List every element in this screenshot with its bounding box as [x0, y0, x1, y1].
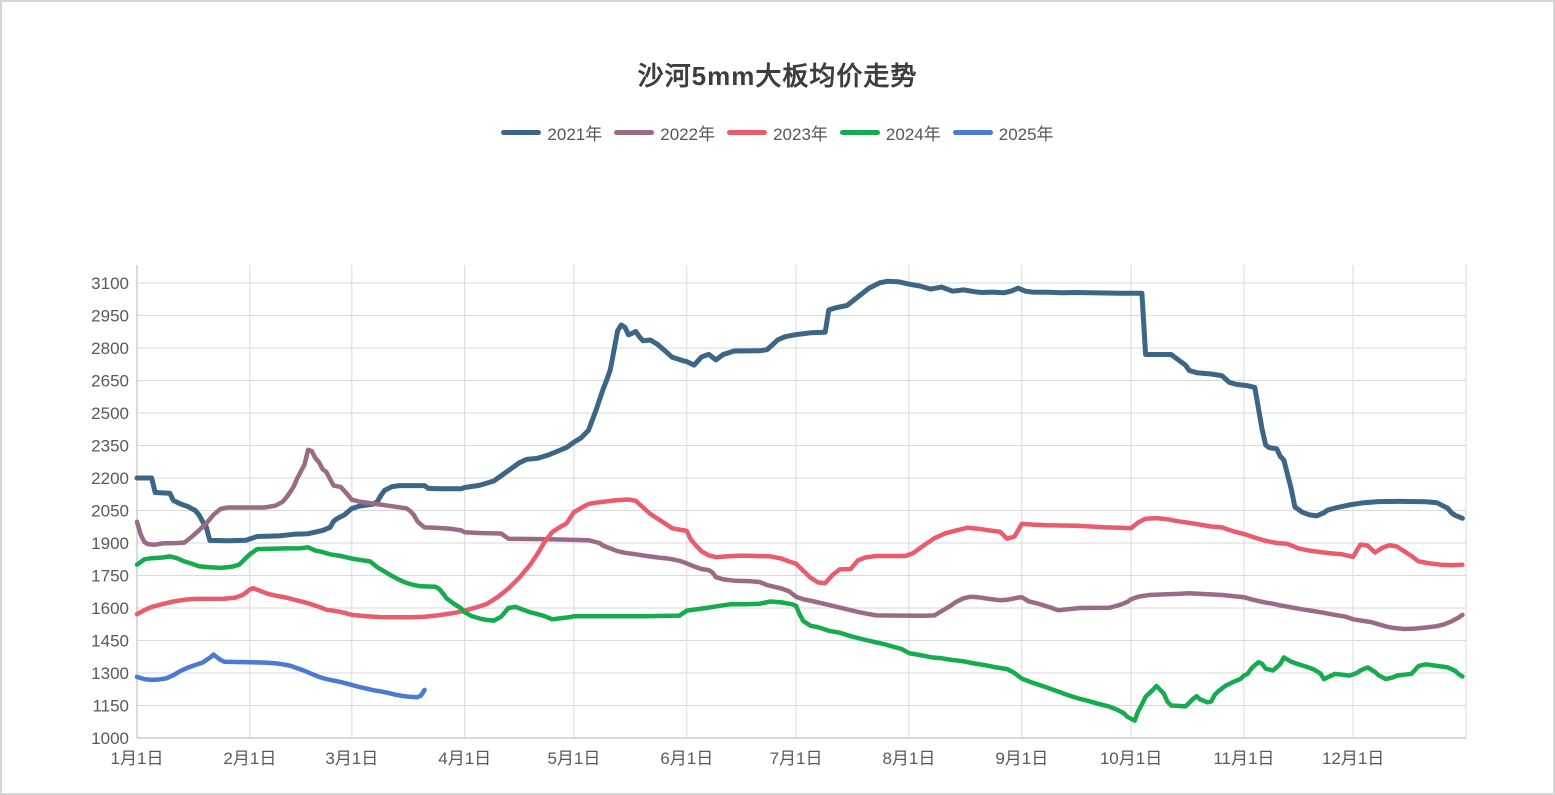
y-tick-label: 2200 [91, 469, 129, 488]
y-tick-label: 1750 [91, 567, 129, 586]
x-tick-label: 12月1日 [1322, 749, 1384, 768]
legend-label: 2021年 [547, 125, 603, 144]
x-tick-label: 11月1日 [1213, 749, 1274, 768]
y-tick-label: 1150 [92, 697, 129, 716]
legend-label: 2025年 [998, 125, 1054, 144]
legend-line-swatch-2021 [501, 130, 542, 135]
x-tick-label: 9月1日 [995, 749, 1048, 768]
x-tick-label: 6月1日 [660, 749, 713, 768]
legend-line-swatch-2023 [727, 130, 768, 135]
y-tick-label: 1600 [91, 599, 129, 618]
legend: 2021年 2022年 2023年 2024年 2025年 [2, 120, 1553, 145]
legend-label: 2022年 [660, 125, 716, 144]
legend-item-2022[interactable]: 2022年 [614, 120, 715, 145]
series-line-2021年 [134, 278, 1465, 544]
series-line-2024年 [134, 545, 1465, 723]
x-tick-label: 8月1日 [882, 749, 935, 768]
y-tick-label: 2050 [91, 502, 129, 521]
x-tick-label: 3月1日 [325, 749, 378, 768]
legend-line-swatch-2025 [952, 130, 993, 135]
y-tick-label: 2500 [91, 404, 129, 423]
y-tick-label: 1900 [91, 534, 129, 553]
y-tick-label: 2350 [91, 437, 129, 456]
legend-item-2024[interactable]: 2024年 [839, 120, 941, 145]
series-line-2023年 [134, 497, 1465, 620]
x-tick-label: 2月1日 [223, 749, 276, 768]
series-line-2025年 [134, 652, 427, 700]
x-tick-label: 7月1日 [770, 749, 823, 768]
series-line-2022年 [134, 447, 1465, 632]
chart-title: 沙河5mm大板均价走势 [637, 61, 918, 91]
y-tick-label: 2650 [91, 372, 129, 391]
legend-item-2021[interactable]: 2021年 [501, 120, 602, 145]
x-tick-label: 1月1日 [111, 749, 164, 768]
y-tick-label: 1000 [91, 729, 129, 748]
x-tick-label: 10月1日 [1100, 749, 1162, 768]
legend-line-swatch-2024 [839, 130, 880, 135]
legend-item-2025[interactable]: 2025年 [952, 120, 1054, 145]
legend-label: 2024年 [885, 125, 941, 144]
y-tick-label: 3100 [91, 274, 129, 293]
x-tick-label: 4月1日 [438, 749, 491, 768]
y-tick-label: 2950 [91, 307, 129, 326]
legend-item-2023[interactable]: 2023年 [727, 120, 828, 145]
legend-label: 2023年 [773, 125, 828, 144]
y-tick-label: 2800 [91, 339, 129, 358]
x-tick-label: 5月1日 [547, 749, 600, 768]
y-tick-label: 1300 [91, 664, 129, 683]
legend-line-swatch-2022 [614, 130, 655, 135]
y-tick-label: 1450 [91, 632, 129, 651]
